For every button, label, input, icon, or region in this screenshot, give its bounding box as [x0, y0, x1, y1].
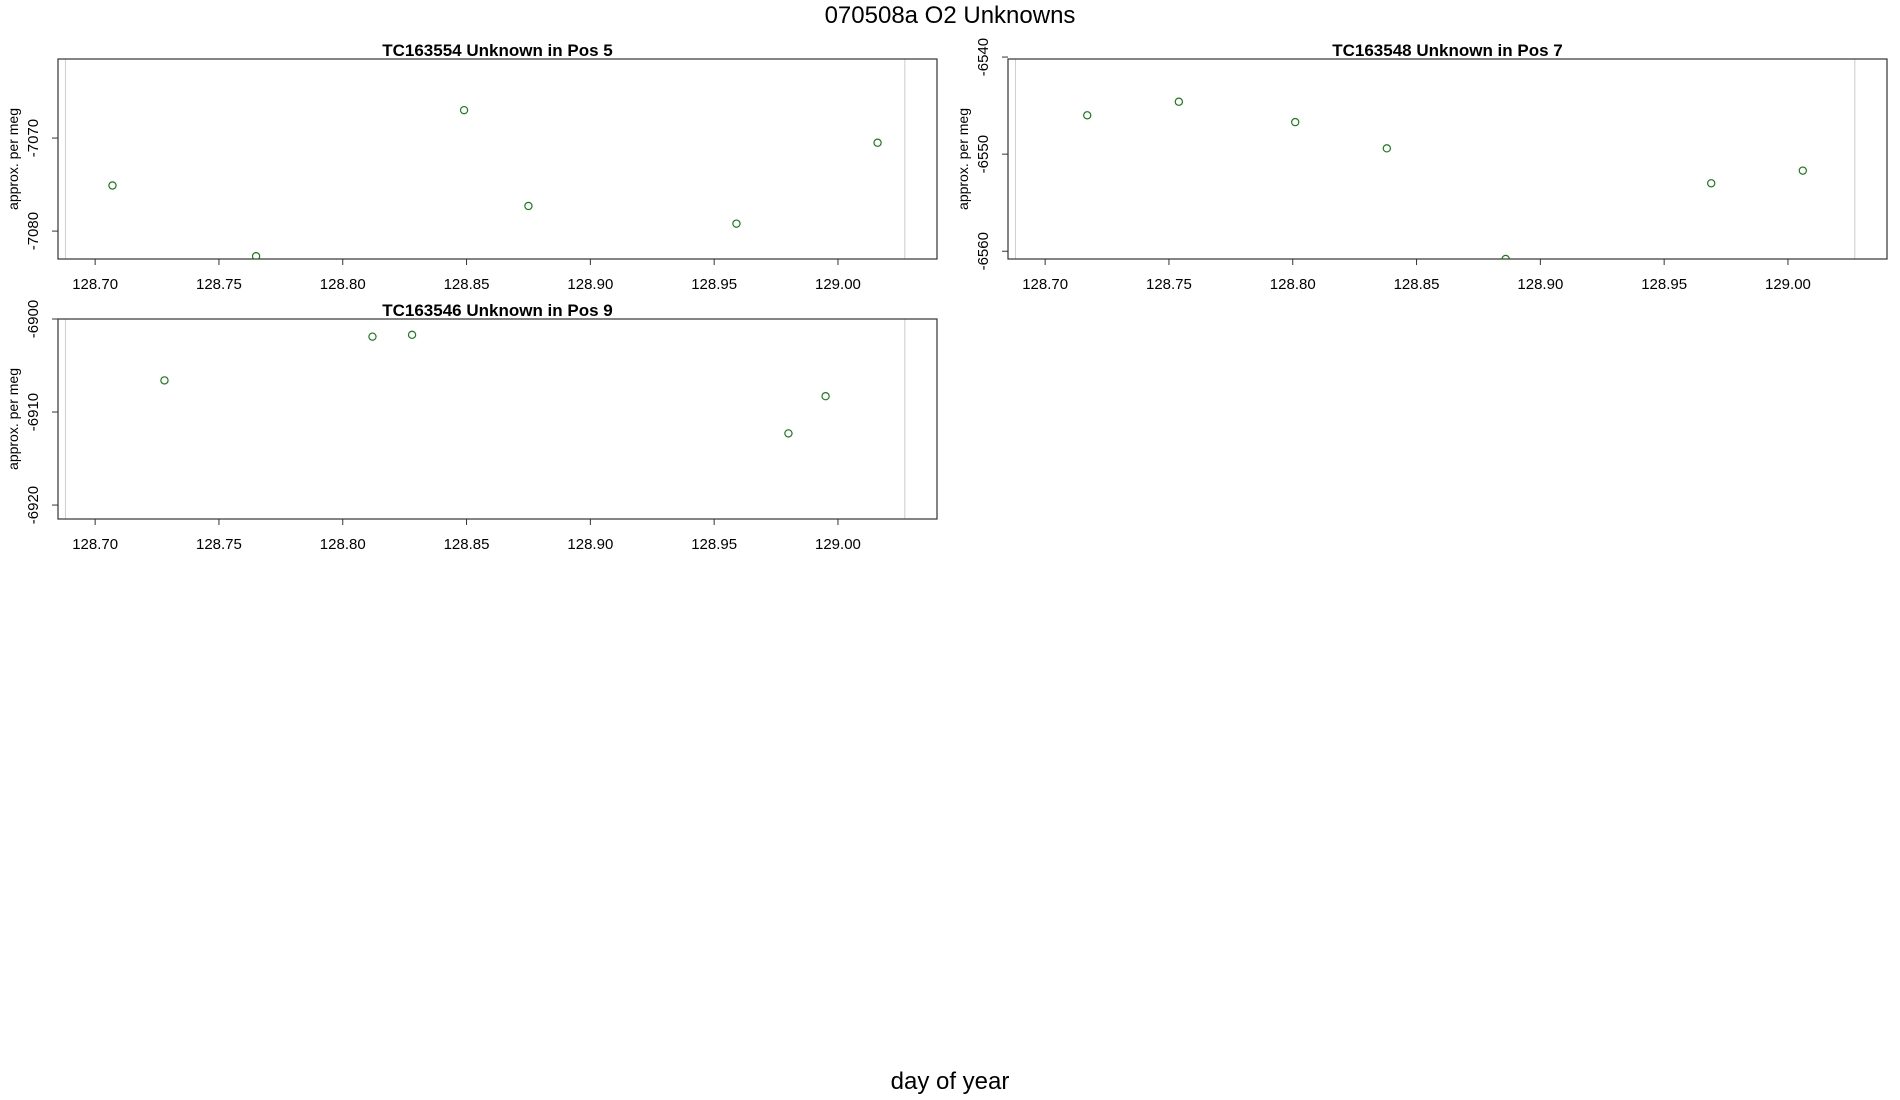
x-tick-label: 128.80	[1270, 276, 1316, 293]
x-tick-label: 128.95	[1641, 276, 1687, 293]
y-axis-label: approx. per meg	[955, 108, 971, 210]
x-tick-label: 128.70	[72, 536, 118, 553]
data-point	[524, 201, 533, 211]
y-tick-label: -6540	[975, 38, 992, 76]
data-point	[784, 429, 793, 438]
data-point	[368, 332, 377, 341]
data-point	[108, 181, 117, 190]
x-tick-label: 128.90	[567, 276, 613, 293]
y-tick-label: -6560	[975, 232, 992, 270]
scatter-panel-pos7: 128.70 128.75 128.80 128.85 128.90 128.95 129.…	[955, 38, 1888, 293]
x-tick-label: 128.80	[320, 276, 366, 293]
x-axis-label: day of year	[890, 1068, 1010, 1095]
data-point	[732, 219, 741, 228]
y-tick-label: -7080	[25, 212, 42, 250]
x-tick-label: 128.70	[72, 276, 118, 293]
x-tick-label: 128.85	[1394, 276, 1440, 293]
x-tick-label: 128.95	[691, 536, 737, 553]
data-point	[251, 252, 261, 259]
x-tick-label: 128.75	[1146, 276, 1192, 293]
data-point	[407, 330, 417, 340]
y-tick-label: -6900	[25, 300, 42, 338]
y-tick-label: -7070	[25, 119, 42, 157]
data-points	[1083, 97, 1808, 259]
data-point	[1798, 166, 1808, 175]
y-tick-label: -6550	[975, 135, 992, 173]
x-tick-label: 128.90	[567, 536, 613, 553]
data-point	[821, 392, 830, 401]
data-points	[108, 105, 882, 259]
data-point	[1501, 254, 1510, 259]
y-tick-label: -6910	[25, 393, 42, 431]
page-title: 070508a O2 Unknowns	[824, 2, 1076, 29]
scatter-panel-pos5: 128.70 128.75 128.80 128.85 128.90 128.95 129.…	[5, 41, 938, 293]
plot-frame	[57, 318, 938, 520]
panel-title: TC163546 Unknown in Pos 9	[382, 301, 613, 320]
panel-title: TC163548 Unknown in Pos 7	[1332, 41, 1563, 60]
data-point	[1083, 111, 1092, 120]
x-tick-label: 128.85	[444, 276, 490, 293]
y-tick-label: -6920	[25, 486, 42, 524]
x-tick-label: 128.70	[1022, 276, 1068, 293]
x-tick-label: 128.95	[691, 276, 737, 293]
data-point	[459, 105, 469, 115]
x-tick-label: 128.75	[196, 536, 242, 553]
data-points	[160, 330, 830, 438]
x-tick-label: 128.90	[1517, 276, 1563, 293]
data-point	[1382, 144, 1392, 153]
plot-frame	[1007, 58, 1888, 260]
data-point	[1291, 117, 1300, 127]
x-tick-label: 129.00	[1765, 276, 1811, 293]
data-point	[1174, 97, 1184, 106]
x-tick-label: 128.85	[444, 536, 490, 553]
x-tick-label: 129.00	[815, 276, 861, 293]
x-tick-label: 128.80	[320, 536, 366, 553]
data-point	[160, 376, 169, 385]
plot-frame	[57, 58, 938, 260]
x-tick-label: 129.00	[815, 536, 861, 553]
data-point	[873, 138, 882, 147]
y-axis-label: approx. per meg	[5, 368, 21, 470]
scatter-panel-pos9: 128.70 128.75 128.80 128.85 128.90 128.95 129.…	[5, 300, 938, 553]
y-axis-label: approx. per meg	[5, 108, 21, 210]
data-point	[1707, 179, 1716, 188]
x-tick-label: 128.75	[196, 276, 242, 293]
panel-title: TC163554 Unknown in Pos 5	[382, 41, 613, 60]
